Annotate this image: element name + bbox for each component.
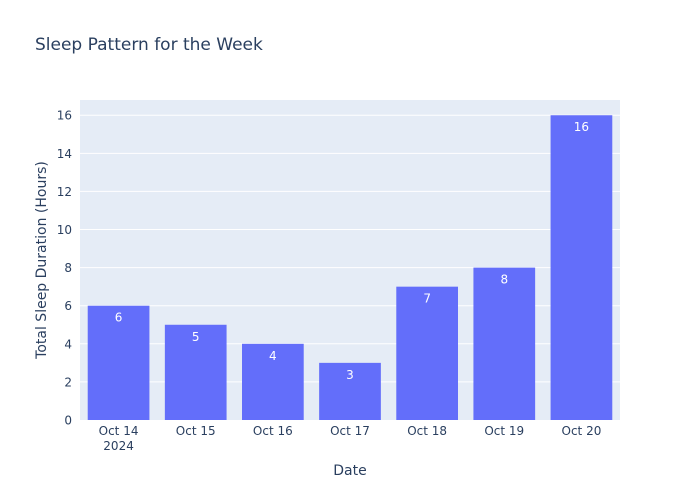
- bar-oct-15[interactable]: [164, 324, 227, 420]
- x-tick-year-label: 2024: [103, 439, 134, 453]
- x-tick-label: Oct 16: [253, 424, 293, 438]
- x-tick-label: Oct 15: [176, 424, 216, 438]
- bar-oct-17[interactable]: [319, 362, 381, 420]
- chart-title: Sleep Pattern for the Week: [35, 35, 263, 55]
- bar-oct-16[interactable]: [242, 343, 304, 420]
- x-tick-label: Oct 20: [562, 424, 602, 438]
- y-tick-label: 0: [64, 414, 72, 428]
- y-tick-label: 16: [57, 109, 72, 123]
- bar-data-label: 4: [269, 349, 277, 363]
- x-tick-label: Oct 17: [330, 424, 370, 438]
- bar-data-label: 6: [115, 311, 123, 325]
- bar-oct-18[interactable]: [396, 286, 458, 420]
- bar-data-label: 8: [500, 273, 508, 287]
- bar-data-label: 7: [423, 292, 431, 306]
- x-axis-title: Date: [333, 463, 366, 479]
- bar-data-label: 5: [192, 330, 200, 344]
- bars-group: [87, 115, 613, 420]
- y-tick-label: 2: [64, 375, 72, 389]
- y-axis-tick-labels: 0 2 4 6 8 10 12 14 16: [57, 109, 72, 428]
- y-tick-label: 14: [57, 147, 72, 161]
- bar-oct-20[interactable]: [550, 115, 613, 420]
- y-axis-title: Total Sleep Duration (Hours): [34, 161, 50, 360]
- y-tick-label: 12: [57, 185, 72, 199]
- y-tick-label: 4: [64, 337, 72, 351]
- bar-oct-14[interactable]: [87, 305, 150, 420]
- x-tick-label: Oct 19: [484, 424, 524, 438]
- y-tick-label: 6: [64, 299, 72, 313]
- y-tick-label: 8: [64, 261, 72, 275]
- x-tick-label: Oct 18: [407, 424, 447, 438]
- bar-oct-19[interactable]: [473, 267, 536, 420]
- bar-data-label: 16: [574, 120, 589, 134]
- bar-data-labels: 6 5 4 3 7 8 16: [115, 120, 589, 382]
- y-tick-label: 10: [57, 223, 72, 237]
- x-tick-label: Oct 14: [99, 424, 139, 438]
- bar-data-label: 3: [346, 368, 354, 382]
